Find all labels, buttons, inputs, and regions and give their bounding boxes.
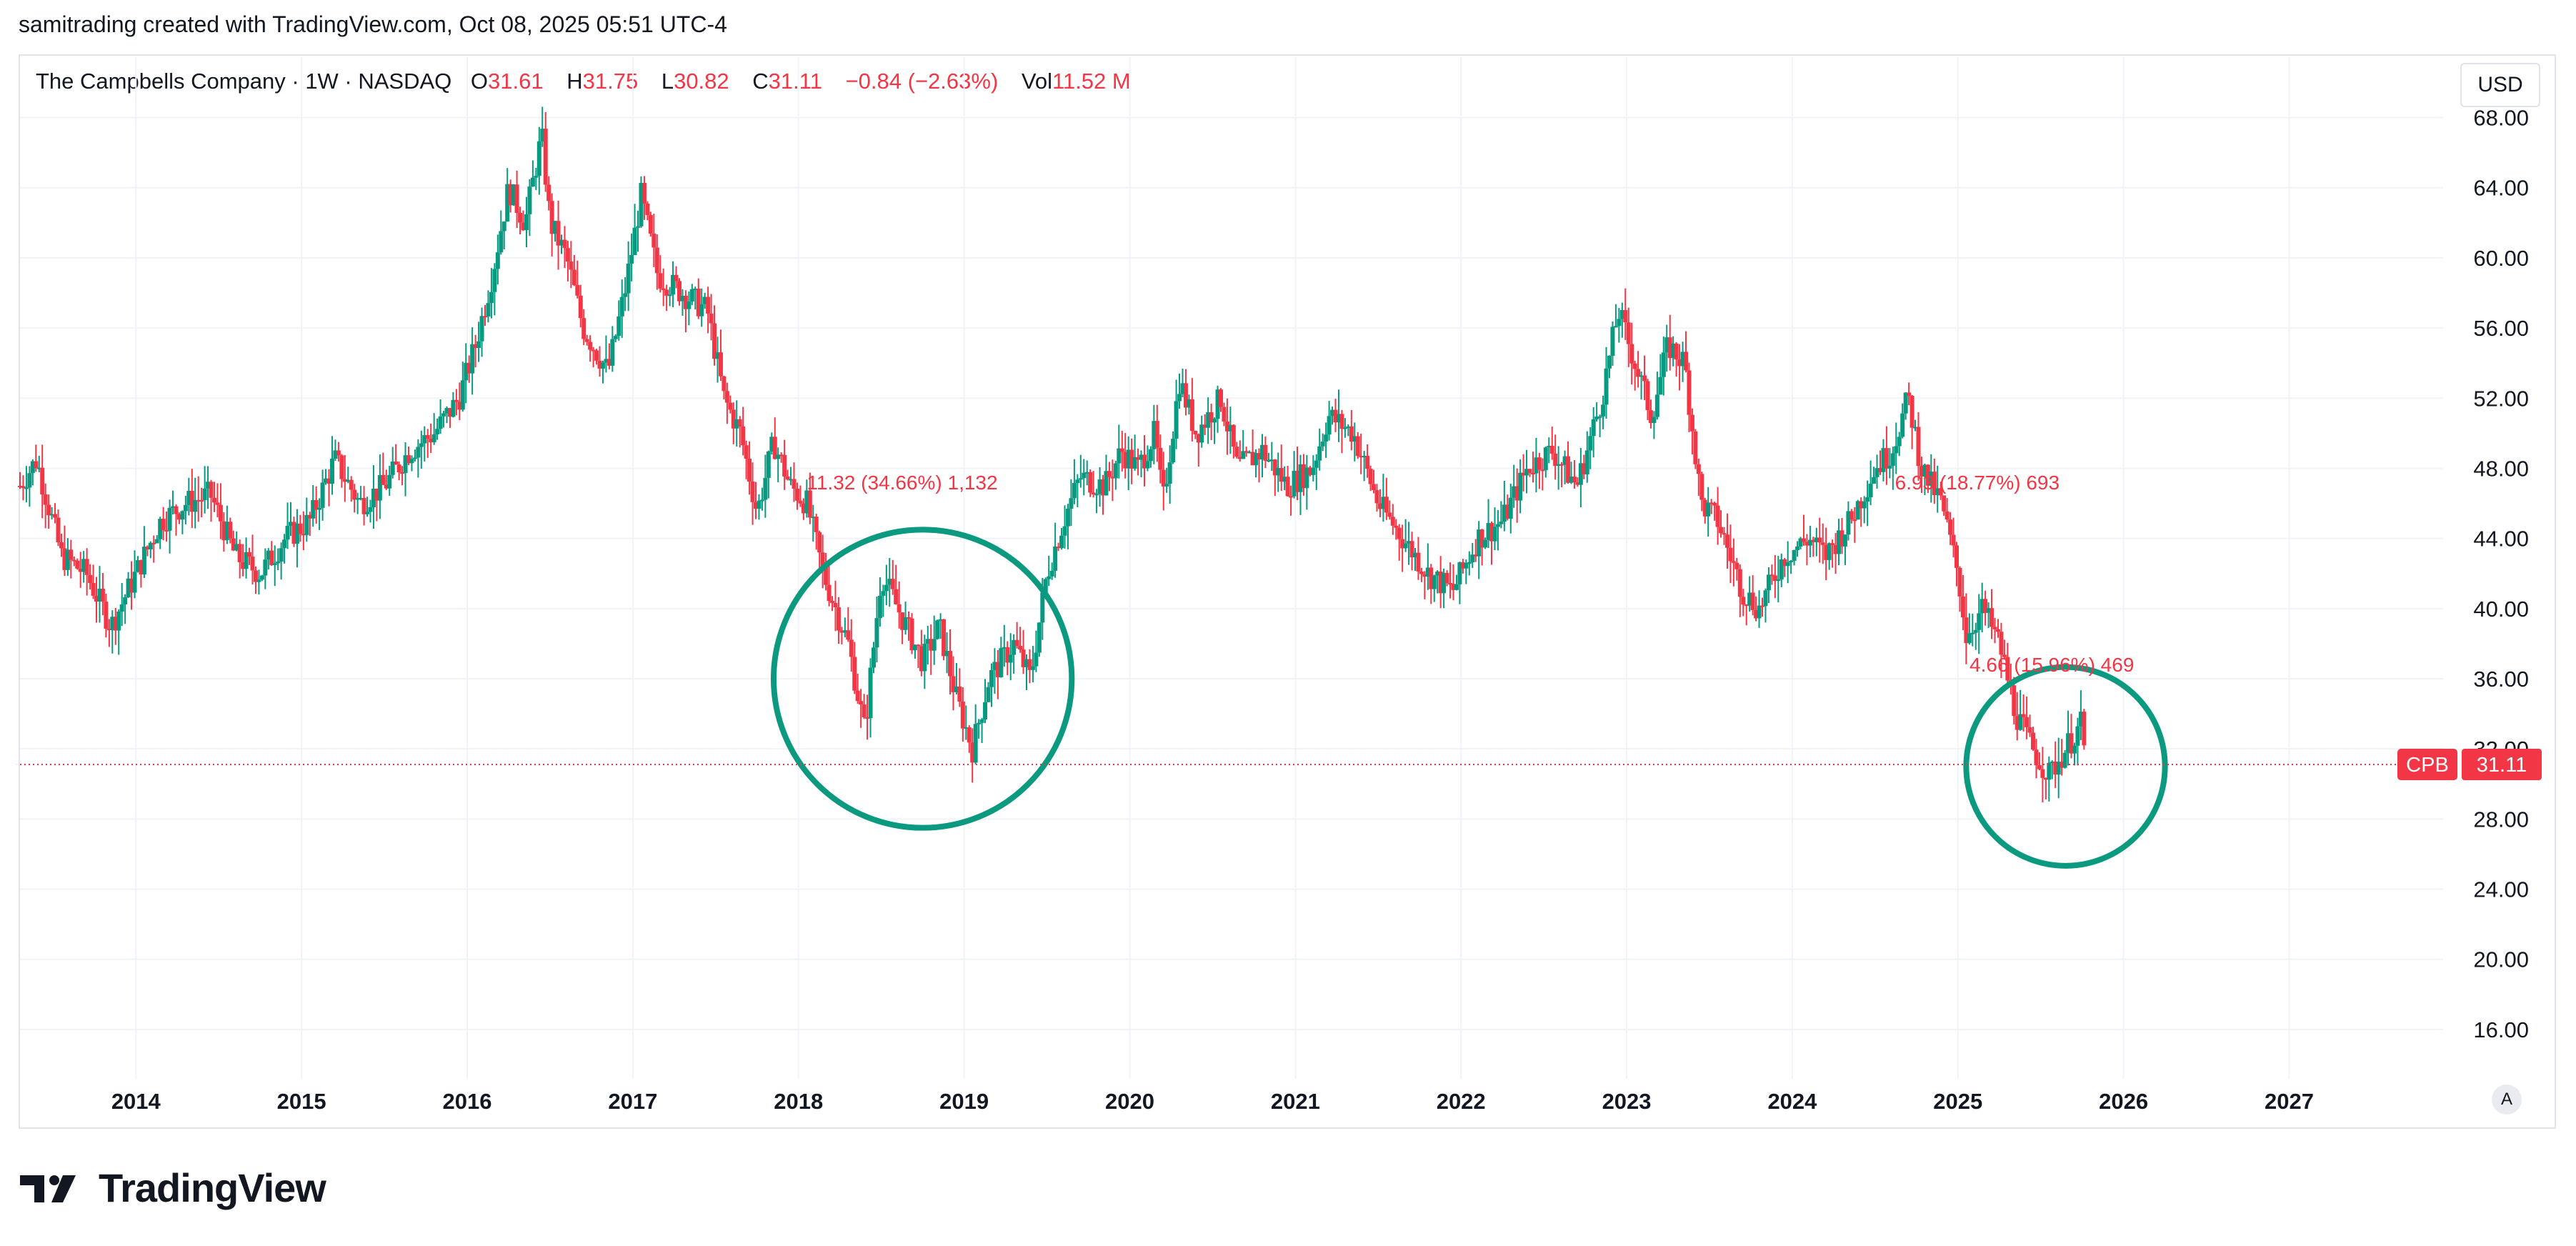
symbol-line[interactable]: The Campbells Company · 1W · NASDAQ: [36, 69, 452, 94]
volume-value: 11.52 M: [1052, 69, 1131, 94]
close-label: C: [752, 69, 769, 94]
attribution-text: samitrading created with TradingView.com…: [19, 11, 727, 37]
low-label: L: [661, 69, 674, 94]
auto-scale-button[interactable]: A: [2492, 1085, 2522, 1115]
volume-label: Vol: [1021, 69, 1053, 94]
symbol-legend: The Campbells Company · 1W · NASDAQ O31.…: [36, 69, 1148, 94]
chart-frame: [19, 54, 2556, 1129]
open-label: O: [470, 69, 489, 94]
low-value: 30.82: [674, 69, 729, 94]
currency-button[interactable]: USD: [2460, 63, 2540, 107]
tradingview-logo-text: TradingView: [99, 1165, 326, 1210]
high-value: 31.75: [582, 69, 639, 94]
change-value: −0.84 (−2.63%): [845, 69, 999, 94]
tradingview-logo[interactable]: TradingView: [20, 1165, 326, 1211]
tradingview-logo-icon: [20, 1175, 76, 1202]
open-value: 31.61: [488, 69, 544, 94]
close-value: 31.11: [768, 69, 822, 94]
high-label: H: [566, 69, 583, 94]
